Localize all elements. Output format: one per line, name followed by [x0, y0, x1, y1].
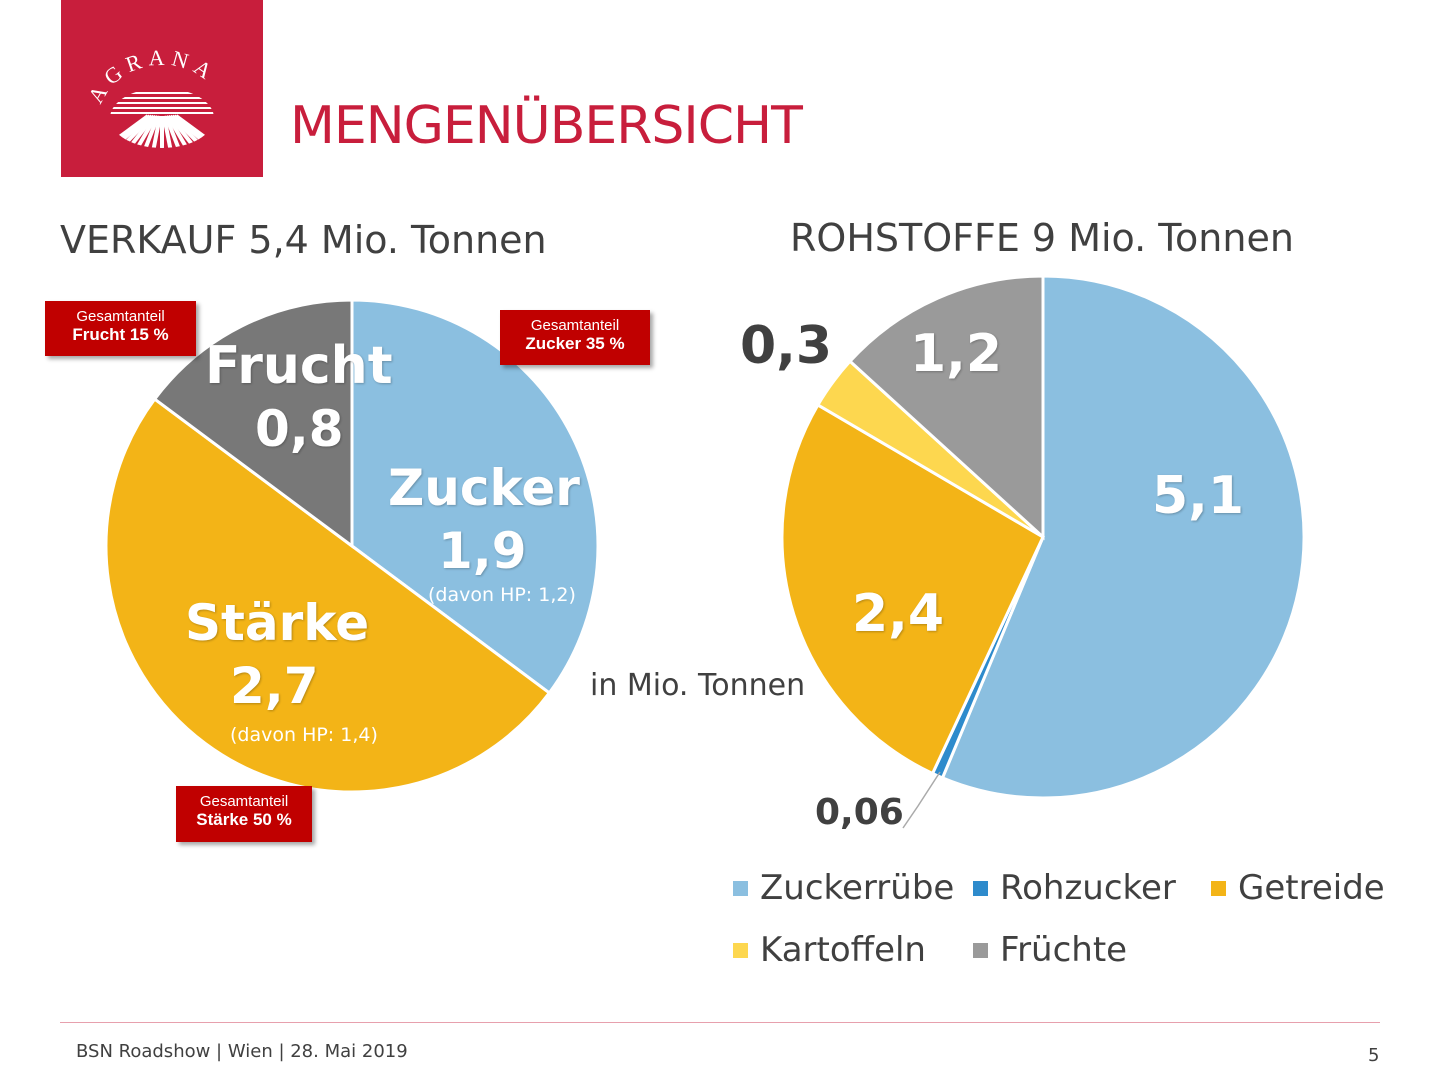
slice-value-getreide: 2,4 [852, 584, 945, 644]
pie-slice-zuckerrübe [940, 274, 1306, 800]
legend-swatch [973, 942, 988, 958]
slice-label-staerke: Stärke [185, 594, 370, 652]
legend-item-getreide: Getreide [1211, 868, 1385, 908]
legend-item-zuckerruebe: Zuckerrübe [733, 868, 954, 908]
legend-label: Rohzucker [1000, 868, 1176, 908]
legend-swatch [733, 880, 748, 896]
legend-label: Getreide [1238, 868, 1385, 908]
legend-label: Zuckerrübe [760, 868, 955, 908]
pie-slice-stärke [104, 396, 552, 794]
badge-line1: Gesamtanteil [530, 317, 620, 334]
sales-pie [104, 298, 600, 794]
slice-label-frucht: Frucht [205, 336, 393, 396]
unit-note: in Mio. Tonnen [590, 668, 806, 703]
sales-chart-title: VERKAUF 5,4 Mio. Tonnen [60, 218, 547, 262]
footer-divider [60, 1022, 1380, 1023]
slice-value-rohzucker: 0,06 [815, 792, 904, 833]
slice-value-frucht: 0,8 [255, 400, 344, 458]
badge-frucht: Gesamtanteil Frucht 15 % [45, 301, 196, 356]
slice-value-kartoffeln: 0,3 [740, 316, 833, 376]
legend-swatch [973, 880, 988, 896]
rohzucker-leader-line [902, 771, 941, 829]
slice-note-zucker: (davon HP: 1,2) [428, 584, 576, 606]
legend-item-rohzucker: Rohzucker [973, 868, 1176, 908]
slice-label-zucker: Zucker [388, 459, 580, 517]
agrana-logo: AGRANA [61, 0, 263, 177]
badge-line2: Stärke 50 % [196, 810, 292, 829]
footer-text: BSN Roadshow | Wien | 28. Mai 2019 [76, 1041, 408, 1062]
badge-line1: Gesamtanteil [199, 793, 289, 810]
legend-item-kartoffeln: Kartoffeln [733, 930, 926, 970]
raw-materials-pie [780, 274, 1306, 800]
page-number: 5 [1368, 1045, 1380, 1066]
slice-value-zucker: 1,9 [438, 522, 527, 580]
pie-slice-getreide [780, 402, 1045, 776]
raw-materials-chart-title: ROHSTOFFE 9 Mio. Tonnen [790, 216, 1294, 260]
legend-label: Früchte [1000, 930, 1128, 970]
pie-slice-frucht [152, 298, 354, 549]
legend-item-fruechte: Früchte [973, 930, 1127, 970]
badge-line2: Zucker 35 % [525, 334, 625, 353]
legend-label: Kartoffeln [760, 930, 926, 970]
slice-note-staerke: (davon HP: 1,4) [230, 724, 378, 746]
slice-value-fruechte: 1,2 [910, 324, 1003, 384]
badge-line1: Gesamtanteil [76, 308, 165, 325]
badge-staerke: Gesamtanteil Stärke 50 % [176, 786, 312, 842]
pie-slice-zucker [350, 298, 600, 696]
legend-swatch [1211, 880, 1226, 896]
page-title: MENGENÜBERSICHT [290, 96, 803, 156]
badge-zucker: Gesamtanteil Zucker 35 % [500, 310, 650, 365]
slice-value-zuckerruebe: 5,1 [1152, 466, 1245, 526]
pie-slice-früchte [847, 274, 1045, 541]
slice-value-staerke: 2,7 [230, 657, 319, 715]
legend-swatch [733, 942, 748, 958]
badge-line2: Frucht 15 % [72, 325, 169, 344]
